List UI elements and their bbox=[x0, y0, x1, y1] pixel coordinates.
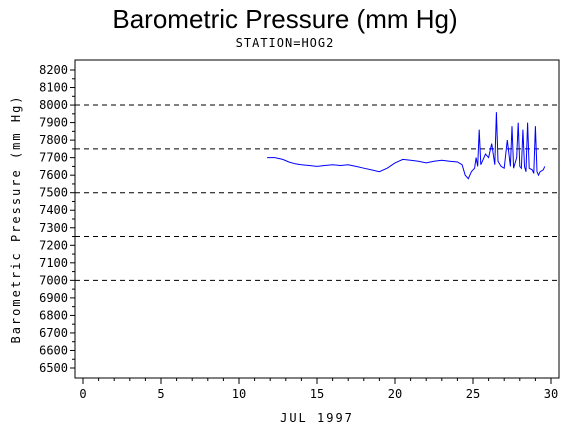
x-axis: 0 5 10 15 20 25 30 bbox=[79, 378, 558, 401]
y-tick-label: 6500 bbox=[39, 361, 68, 375]
y-tick-label: 7900 bbox=[39, 116, 68, 130]
x-tick-label: 20 bbox=[388, 387, 402, 401]
x-tick-label: 25 bbox=[466, 387, 480, 401]
y-tick-label: 7200 bbox=[39, 238, 68, 252]
y-tick-label: 8100 bbox=[39, 81, 68, 95]
y-tick-label: 6700 bbox=[39, 326, 68, 340]
y-tick-label: 8200 bbox=[39, 63, 68, 77]
chart-subtitle: STATION=HOG2 bbox=[235, 36, 335, 50]
pressure-series-line bbox=[267, 112, 546, 180]
x-tick-label: 10 bbox=[232, 387, 246, 401]
y-axis-label: Barometric Pressure (mm Hg) bbox=[9, 94, 23, 343]
y-axis: 6500 6600 6700 6800 6900 7000 7100 7200 7300 7400… bbox=[39, 63, 75, 375]
reference-lines bbox=[75, 104, 559, 281]
y-tick-label: 7500 bbox=[39, 186, 68, 200]
y-tick-label: 6800 bbox=[39, 308, 68, 322]
x-tick-label: 15 bbox=[310, 387, 324, 401]
plot-frame bbox=[74, 59, 560, 379]
y-tick-label: 7000 bbox=[39, 273, 68, 287]
x-axis-label: JUL 1997 bbox=[280, 411, 354, 425]
y-tick-label: 8000 bbox=[39, 98, 68, 112]
x-tick-label: 0 bbox=[79, 387, 86, 401]
y-tick-label: 7300 bbox=[39, 221, 68, 235]
x-tick-label: 5 bbox=[157, 387, 164, 401]
y-tick-label: 6900 bbox=[39, 291, 68, 305]
chart-title: Barometric Pressure (mm Hg) bbox=[112, 4, 458, 34]
y-tick-label: 7800 bbox=[39, 133, 68, 147]
y-tick-label: 7700 bbox=[39, 151, 68, 165]
y-tick-label: 7400 bbox=[39, 203, 68, 217]
y-tick-label: 7600 bbox=[39, 168, 68, 182]
y-tick-label: 7100 bbox=[39, 256, 68, 270]
x-tick-label: 30 bbox=[544, 387, 558, 401]
y-tick-label: 6600 bbox=[39, 343, 68, 357]
